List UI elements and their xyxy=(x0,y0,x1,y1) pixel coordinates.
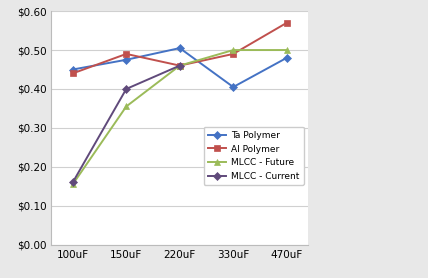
Al Polymer xyxy=(124,52,129,56)
Al Polymer xyxy=(284,21,289,24)
MLCC - Future xyxy=(177,64,182,67)
MLCC - Future xyxy=(284,48,289,52)
Ta Polymer xyxy=(284,56,289,59)
Al Polymer xyxy=(231,52,236,56)
Ta Polymer xyxy=(177,46,182,50)
Al Polymer xyxy=(70,72,75,75)
MLCC - Future xyxy=(231,48,236,52)
MLCC - Future xyxy=(70,183,75,186)
MLCC - Current xyxy=(70,181,75,184)
Line: MLCC - Current: MLCC - Current xyxy=(70,63,183,185)
MLCC - Current xyxy=(177,64,182,67)
Line: Al Polymer: Al Polymer xyxy=(70,20,290,76)
Ta Polymer xyxy=(124,58,129,61)
Line: MLCC - Future: MLCC - Future xyxy=(70,47,290,187)
MLCC - Future xyxy=(124,105,129,108)
Ta Polymer xyxy=(231,85,236,89)
Legend: Ta Polymer, Al Polymer, MLCC - Future, MLCC - Current: Ta Polymer, Al Polymer, MLCC - Future, M… xyxy=(204,126,303,185)
Ta Polymer xyxy=(70,68,75,71)
Al Polymer xyxy=(177,64,182,67)
MLCC - Current xyxy=(124,87,129,91)
Line: Ta Polymer: Ta Polymer xyxy=(70,45,290,90)
